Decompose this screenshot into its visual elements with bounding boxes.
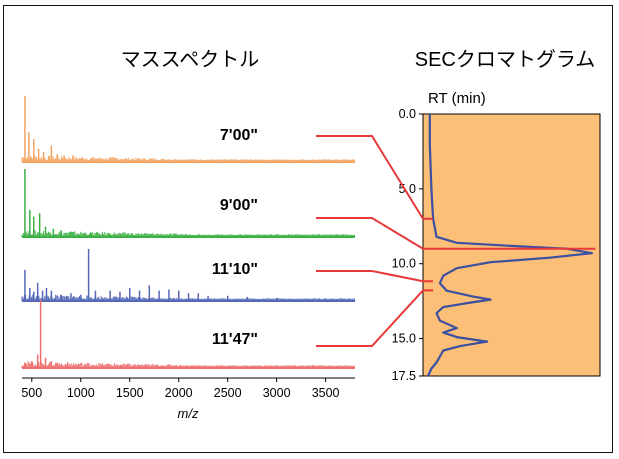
- sec-chromatogram-panel: RT (min)0.05.010.015.017.5: [392, 90, 600, 383]
- sec-y-axis-label: RT (min): [428, 90, 486, 107]
- mass-x-tick-label: 2500: [214, 386, 242, 400]
- mass-spectrum-title: マススペクトル: [121, 48, 260, 71]
- mass-x-tick-label: 500: [21, 386, 42, 400]
- sec-chromatogram-title: SECクロマトグラム: [415, 48, 596, 71]
- fraction-label: 11'10": [212, 261, 258, 278]
- sec-y-tick-label: 15.0: [392, 332, 416, 346]
- fraction-label: 7'00": [220, 127, 258, 144]
- mass-x-axis-label: m/z: [178, 406, 199, 421]
- mass-x-tick-label: 2000: [165, 386, 193, 400]
- spectrum-noise-3: [22, 361, 354, 368]
- sec-y-tick-label: 17.5: [392, 369, 416, 383]
- fraction-label: 11'47": [212, 331, 258, 348]
- fraction-connector: [316, 136, 433, 219]
- mass-x-tick-label: 3000: [263, 386, 291, 400]
- fraction-label: 9'00": [220, 197, 258, 214]
- sec-y-tick-label: 10.0: [392, 257, 416, 271]
- sec-y-tick-label: 0.0: [399, 107, 416, 121]
- fraction-connector: [316, 271, 433, 281]
- mass-x-tick-label: 1500: [116, 386, 144, 400]
- mass-x-tick-label: 1000: [67, 386, 95, 400]
- mass-x-tick-label: 3500: [312, 386, 340, 400]
- mass-spectrum-panel: 7'00" 9'00" 11'10" 11'47" 500 1000 1500 2000 250…: [21, 96, 355, 421]
